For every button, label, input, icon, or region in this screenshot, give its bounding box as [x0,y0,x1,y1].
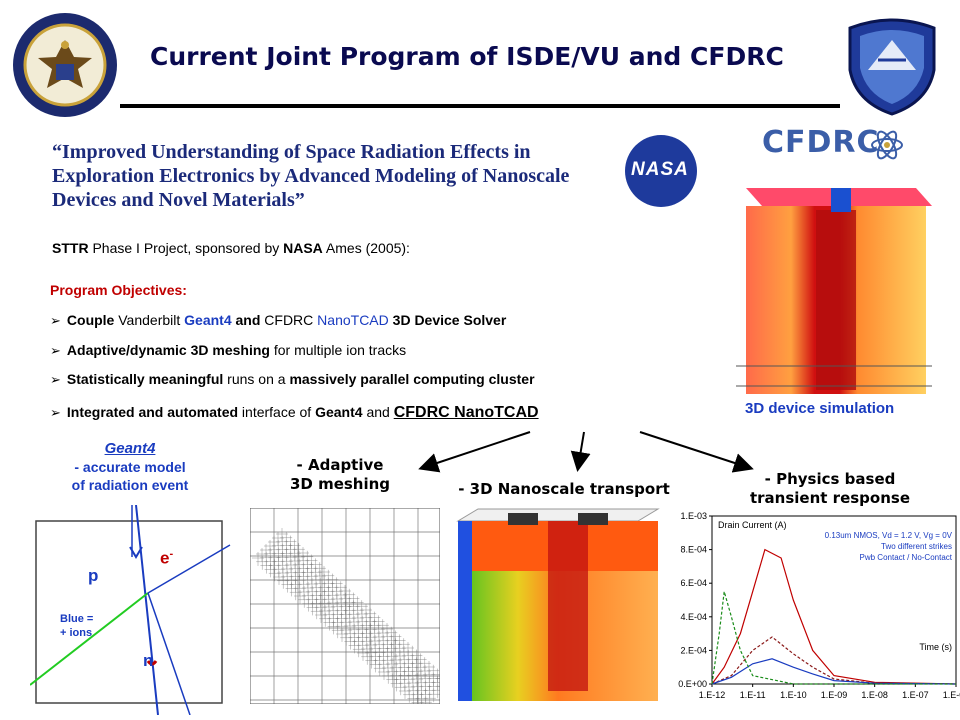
objective-text: runs on a [223,371,290,387]
drain-current-chart: 0.E+00 2.E-04 4.E-04 6.E-04 8.E-04 1.E-03 1.E-… [678,511,960,700]
objective-text: NanoTCAD [317,312,389,328]
bullet-arrow-icon: ➢ [50,343,61,358]
meshing-caption: - Adaptive 3D meshing [270,456,410,494]
y-tick-label: 2.E-04 [680,645,707,655]
geant4-line1: - accurate model [74,459,186,475]
geant4-line2: of radiation event [71,477,189,493]
objective-text: Geant4 [315,404,363,420]
x-tick-label: 1.E-12 [699,690,726,700]
neutron-label: n [143,651,154,670]
series-line [711,658,957,685]
adaptive-mesh-image [250,508,440,704]
project-title-quote: “Improved Understanding of Space Radiati… [52,141,570,211]
ion-legend: Blue = + ions [60,612,93,640]
ion-legend-line2: + ions [60,627,93,639]
objectives-heading: Program Objectives: [50,282,187,298]
page-title: Current Joint Program of ISDE/VU and CFD… [150,42,784,71]
nanoscale-transport-image [456,508,660,701]
objective-item: ➢ Integrated and automated interface of G… [50,404,539,422]
dod-seal [13,13,117,117]
x-tick-label: 1.E-09 [821,690,848,700]
sttr-suffix: Ames (2005): [322,240,410,256]
title-divider [120,104,840,108]
objective-text: CFDRC NanoTCAD [393,404,539,421]
objective-text: Geant4 [184,312,232,328]
y-tick-label: 4.E-04 [680,612,707,622]
series-line [711,591,956,685]
objective-text: Vanderbilt [114,312,185,328]
simulation-label: 3D device simulation [745,400,895,417]
x-tick-label: 1.E-06 [943,690,960,700]
bullet-arrow-icon: ➢ [50,405,61,420]
y-axis-label: Drain Current (A) [718,520,787,530]
proton-label: p [88,566,99,585]
geant4-name: Geant4 [104,440,156,457]
objective-text: 3D Device Solver [388,312,507,328]
y-tick-label: 1.E-03 [680,511,707,521]
objective-item: ➢ Adaptive/dynamic 3D meshing for multipl… [50,342,406,359]
chart-plot-area [711,515,957,685]
objective-text: and [231,312,261,328]
objective-text: interface of [238,404,316,420]
objective-text: massively parallel computing cluster [289,371,535,387]
legend-text: 0.13um NMOS, Vd = 1.2 V, Vg = 0V [825,531,953,540]
cfdrc-logo: CFDRC [762,125,880,160]
x-tick-label: 1.E-08 [861,690,888,700]
cfdrc-logo-text: CFDRC [762,125,880,160]
meshing-caption-line1: - Adaptive [296,456,384,474]
geant4-caption: Geant4 - accurate model of radiation eve… [40,440,220,494]
objective-text: CFDRC [260,312,318,328]
x-tick-label: 1.E-11 [740,690,766,700]
objective-text: Adaptive/dynamic 3D meshing [66,342,270,358]
series-line [711,548,957,685]
bullet-arrow-icon: ➢ [50,372,61,387]
sttr-sponsor: NASA [283,240,323,256]
sttr-line: STTR Phase I Project, sponsored by NASA … [52,240,410,256]
meshing-caption-line2: 3D meshing [289,475,391,493]
x-tick-label: 1.E-10 [780,690,807,700]
3d-device-simulation-image [736,188,932,394]
electron-label: e- [160,548,174,568]
transient-caption: - Physics based transient response [730,470,930,508]
ion-legend-line1: Blue = [60,613,94,625]
nasa-logo: NASA [625,135,697,207]
objective-text: for multiple ion tracks [269,342,407,358]
y-tick-label: 8.E-04 [680,545,707,555]
transient-caption-line2: transient response [749,489,910,507]
objective-item: ➢ Statistically meaningful runs on a mass… [50,371,535,388]
bullet-arrow-icon: ➢ [50,313,61,328]
afosr-shield [848,18,936,116]
flow-arrows [418,431,754,473]
objective-text: Integrated and automated [66,404,239,420]
series-line [711,636,957,685]
objective-text: Couple [66,312,115,328]
atom-icon [871,130,903,160]
sttr-label: STTR [52,240,89,256]
geant4-event-diagram [30,505,231,715]
transport-caption: - 3D Nanoscale transport [458,480,670,498]
x-axis-label: Time (s) [919,642,952,652]
legend-text: Two different strikes [881,542,952,551]
objective-text: Statistically meaningful [66,371,224,387]
y-tick-label: 0.E+00 [678,679,707,689]
legend-text: Pwb Contact / No-Contact [860,553,953,562]
electron-letter: e [160,548,170,568]
objective-item: ➢ Couple Vanderbilt Geant4 and CFDRC Nano… [50,312,506,329]
sttr-middle: Phase I Project, sponsored by [88,240,284,256]
y-tick-label: 6.E-04 [680,578,707,588]
objective-text: and [362,404,394,420]
transient-caption-line1: - Physics based [764,470,896,488]
x-tick-label: 1.E-07 [902,690,929,700]
nasa-logo-text: NASA [631,159,689,180]
